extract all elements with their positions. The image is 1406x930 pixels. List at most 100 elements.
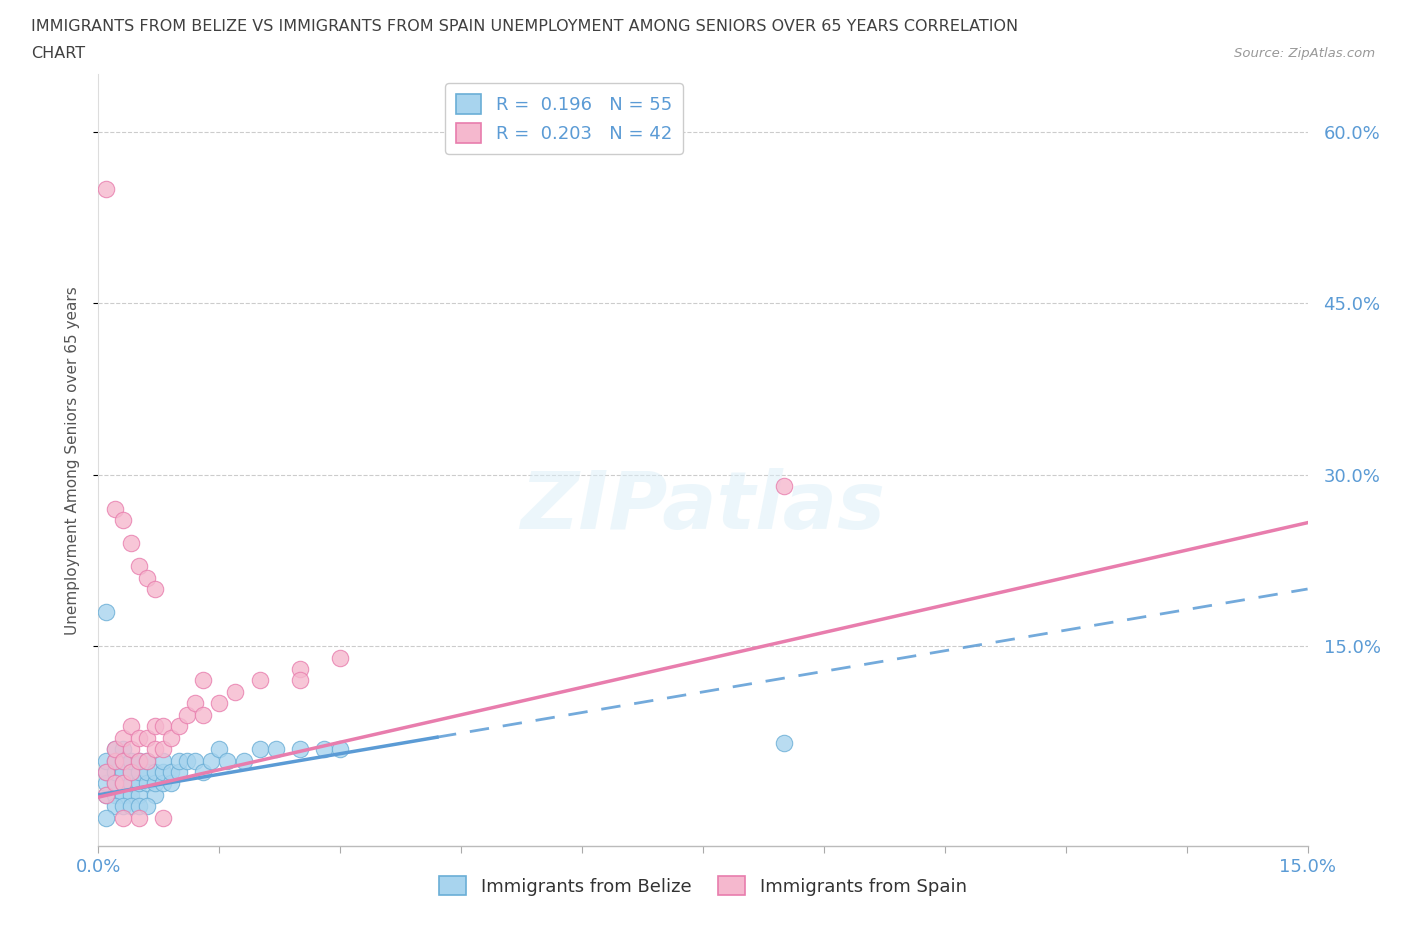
Point — [120, 788, 142, 803]
Point — [160, 764, 183, 779]
Point — [143, 719, 166, 734]
Point — [111, 776, 134, 790]
Point — [128, 799, 150, 814]
Point — [120, 776, 142, 790]
Point — [314, 741, 336, 756]
Point — [111, 799, 134, 814]
Point — [128, 810, 150, 825]
Point — [96, 810, 118, 825]
Point — [96, 753, 118, 768]
Point — [111, 810, 134, 825]
Point — [167, 719, 190, 734]
Point — [111, 730, 134, 745]
Point — [120, 741, 142, 756]
Point — [143, 741, 166, 756]
Point — [103, 753, 125, 768]
Point — [111, 788, 134, 803]
Point — [167, 764, 190, 779]
Point — [772, 736, 794, 751]
Point — [96, 764, 118, 779]
Point — [128, 753, 150, 768]
Point — [167, 753, 190, 768]
Text: Source: ZipAtlas.com: Source: ZipAtlas.com — [1234, 46, 1375, 60]
Legend: Immigrants from Belize, Immigrants from Spain: Immigrants from Belize, Immigrants from … — [432, 869, 974, 903]
Point — [128, 788, 150, 803]
Point — [152, 719, 174, 734]
Point — [135, 764, 157, 779]
Point — [329, 741, 352, 756]
Point — [288, 673, 311, 688]
Point — [152, 764, 174, 779]
Point — [111, 764, 134, 779]
Point — [217, 753, 239, 768]
Point — [135, 753, 157, 768]
Point — [96, 764, 118, 779]
Point — [103, 776, 125, 790]
Point — [184, 753, 207, 768]
Point — [135, 570, 157, 585]
Point — [152, 810, 174, 825]
Point — [120, 764, 142, 779]
Point — [120, 753, 142, 768]
Point — [135, 776, 157, 790]
Point — [135, 730, 157, 745]
Point — [135, 753, 157, 768]
Point — [96, 788, 118, 803]
Point — [111, 753, 134, 768]
Text: ZIPatlas: ZIPatlas — [520, 468, 886, 546]
Point — [143, 764, 166, 779]
Point — [208, 696, 231, 711]
Point — [103, 776, 125, 790]
Point — [96, 181, 118, 196]
Point — [96, 604, 118, 619]
Point — [111, 753, 134, 768]
Point — [103, 788, 125, 803]
Point — [111, 513, 134, 528]
Point — [224, 684, 246, 699]
Point — [143, 581, 166, 596]
Text: CHART: CHART — [31, 46, 84, 61]
Point — [120, 719, 142, 734]
Point — [208, 741, 231, 756]
Y-axis label: Unemployment Among Seniors over 65 years: Unemployment Among Seniors over 65 years — [65, 286, 80, 635]
Point — [184, 696, 207, 711]
Point — [160, 776, 183, 790]
Point — [143, 788, 166, 803]
Point — [128, 764, 150, 779]
Point — [103, 501, 125, 516]
Point — [772, 479, 794, 494]
Point — [120, 764, 142, 779]
Point — [232, 753, 254, 768]
Point — [264, 741, 287, 756]
Point — [193, 764, 215, 779]
Point — [329, 650, 352, 665]
Point — [193, 708, 215, 723]
Point — [152, 776, 174, 790]
Point — [128, 559, 150, 574]
Point — [103, 753, 125, 768]
Point — [96, 776, 118, 790]
Point — [135, 799, 157, 814]
Point — [111, 776, 134, 790]
Point — [176, 708, 198, 723]
Point — [152, 753, 174, 768]
Point — [152, 741, 174, 756]
Point — [96, 788, 118, 803]
Point — [103, 741, 125, 756]
Point — [103, 799, 125, 814]
Point — [249, 673, 271, 688]
Point — [120, 536, 142, 551]
Point — [128, 730, 150, 745]
Point — [111, 741, 134, 756]
Point — [160, 730, 183, 745]
Point — [103, 764, 125, 779]
Text: IMMIGRANTS FROM BELIZE VS IMMIGRANTS FROM SPAIN UNEMPLOYMENT AMONG SENIORS OVER : IMMIGRANTS FROM BELIZE VS IMMIGRANTS FRO… — [31, 19, 1018, 33]
Point — [176, 753, 198, 768]
Point — [103, 741, 125, 756]
Point — [128, 753, 150, 768]
Point — [288, 661, 311, 676]
Point — [288, 741, 311, 756]
Point — [128, 776, 150, 790]
Point — [200, 753, 222, 768]
Point — [249, 741, 271, 756]
